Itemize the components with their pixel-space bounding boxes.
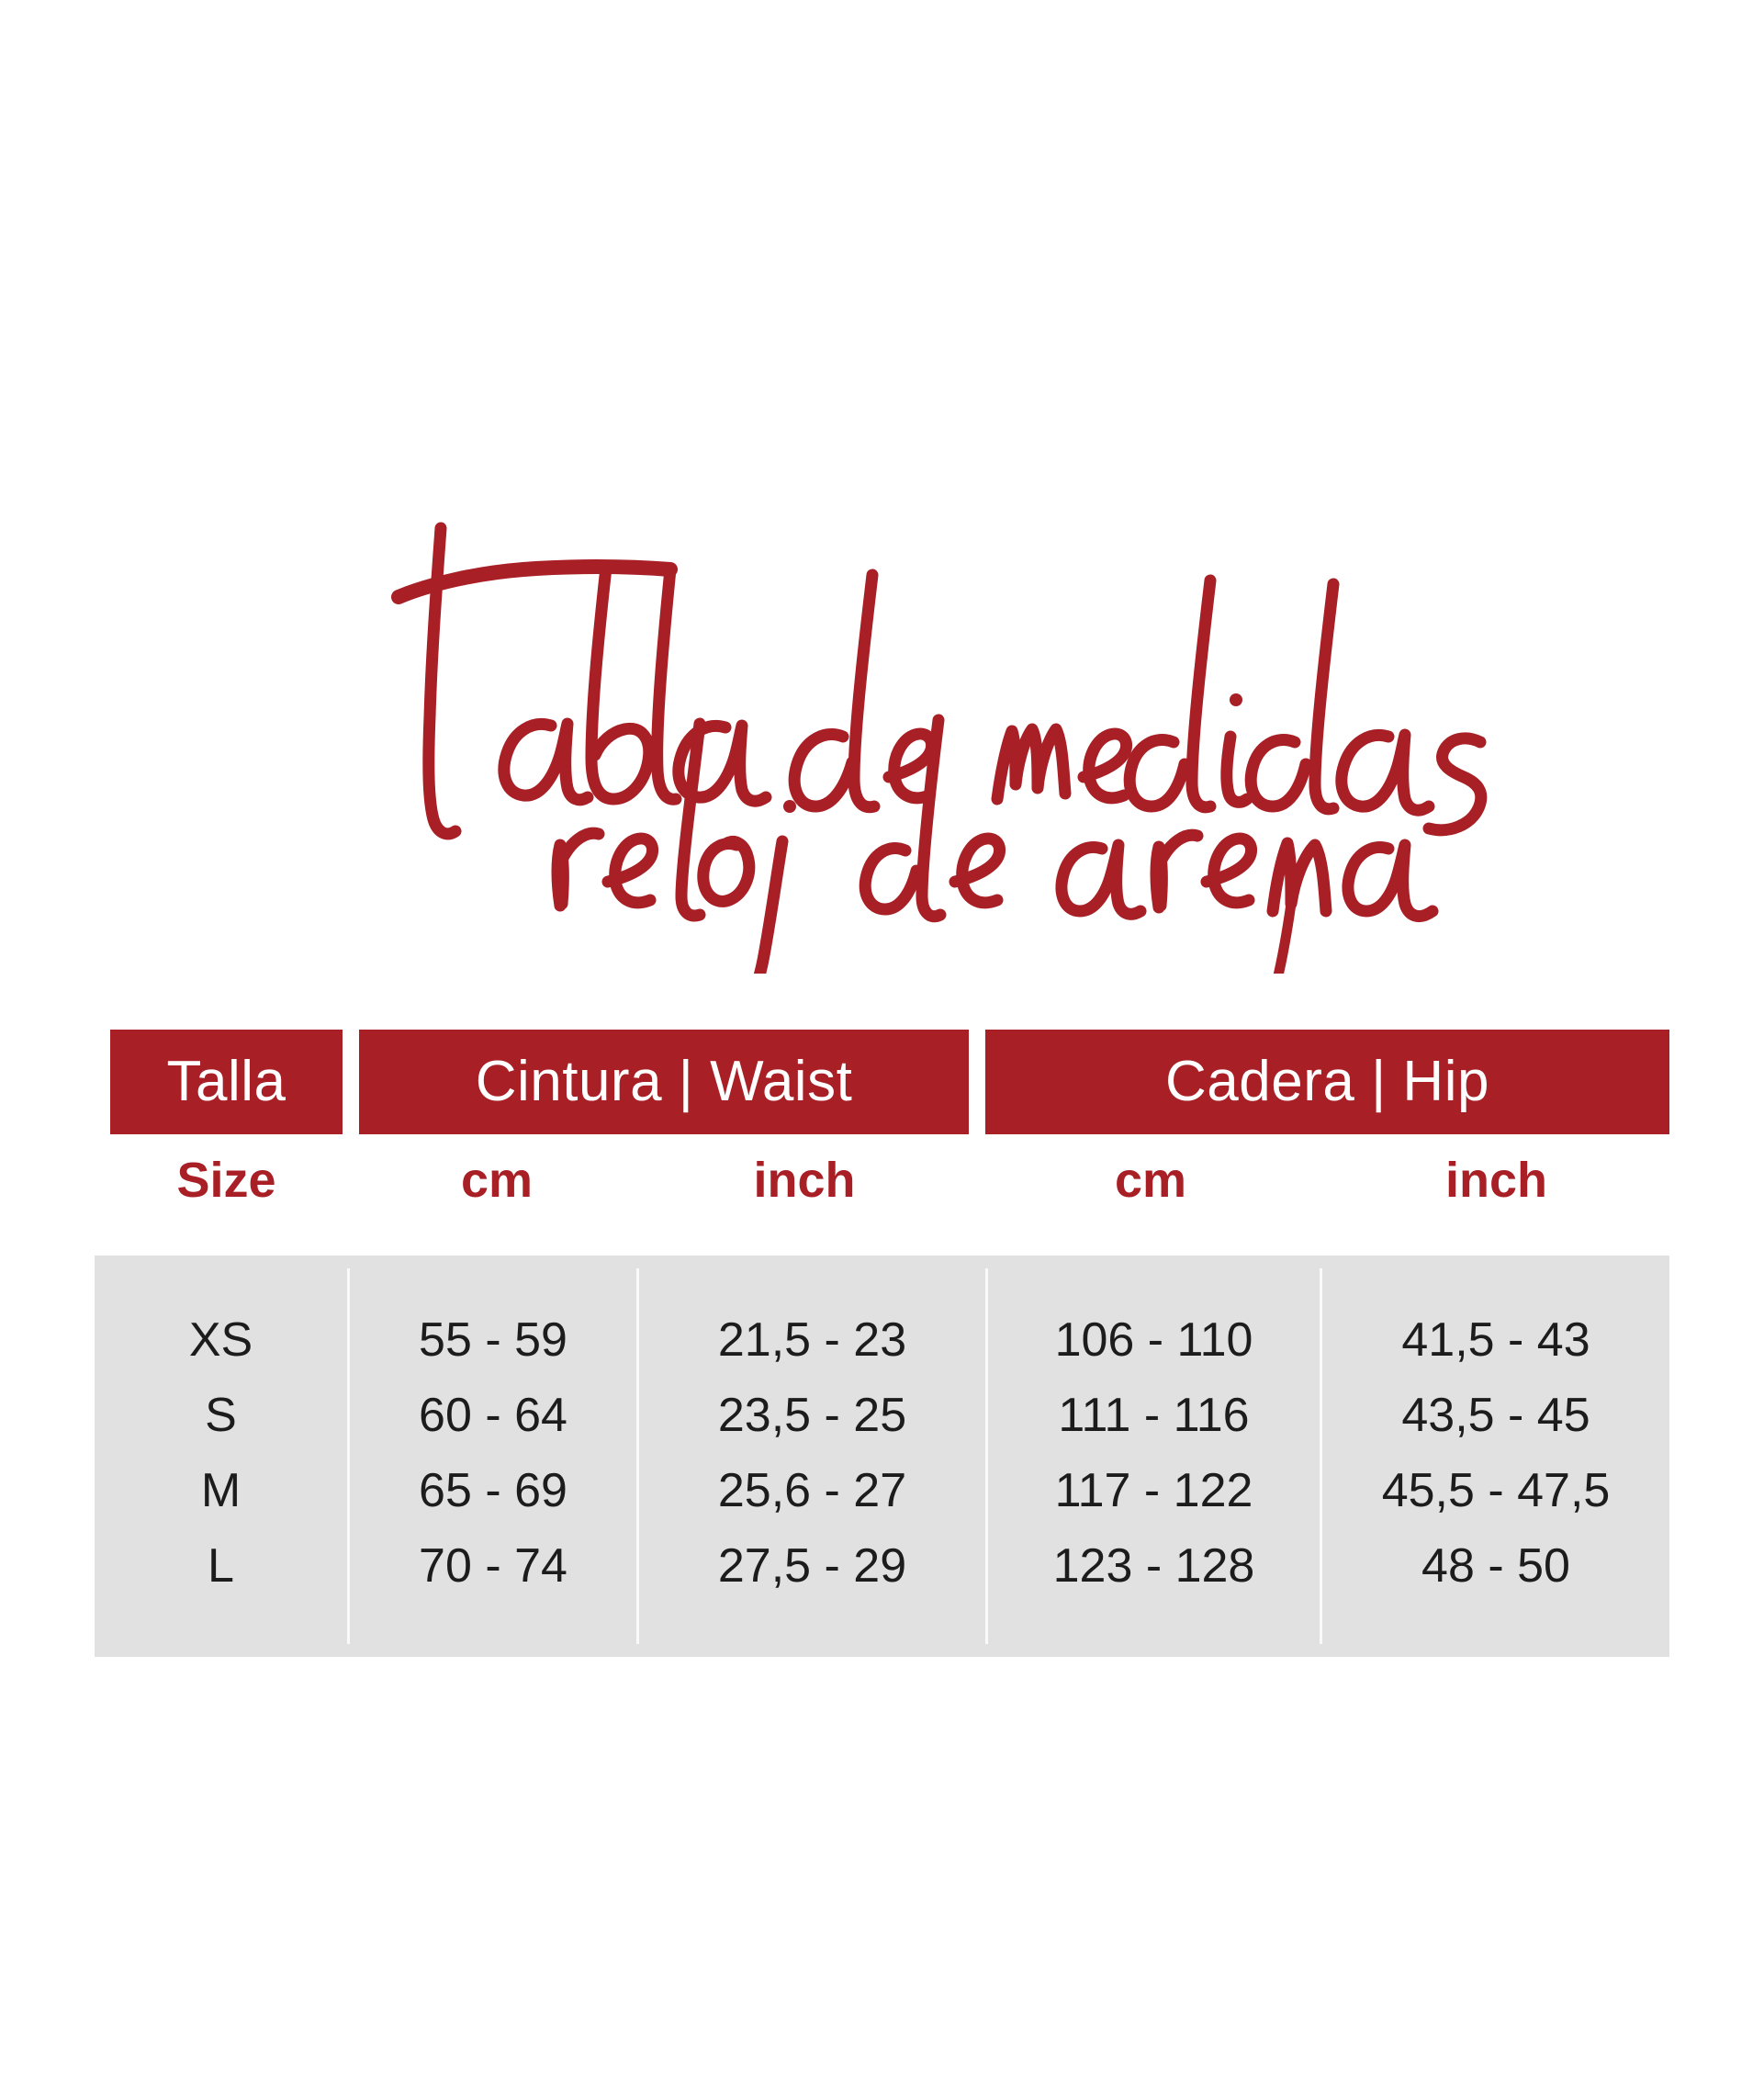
cell-waist-cm: 60 - 64	[419, 1389, 567, 1442]
column-header-size: Size	[176, 1153, 276, 1208]
column-group-header-talla: Talla	[110, 1030, 343, 1134]
cell-hip-cm: 117 - 122	[1054, 1464, 1253, 1517]
column-divider	[636, 1268, 639, 1644]
column-group-header-cadera-hip: Cadera | Hip	[985, 1030, 1669, 1134]
cell-waist-inch: 23,5 - 25	[717, 1389, 907, 1442]
column-divider	[985, 1268, 988, 1644]
title-script-artwork	[391, 522, 1488, 974]
column-header-waist-inch: inch	[753, 1153, 856, 1208]
cell-size: L	[208, 1539, 234, 1593]
cell-waist-inch: 21,5 - 23	[717, 1313, 907, 1367]
column-divider	[347, 1268, 350, 1644]
measurements-table: XS 55 - 59 21,5 - 23 106 - 110 41,5 - 43…	[95, 1256, 1669, 1657]
page-title: Tabla de medidas reloj de arena	[0, 496, 1764, 974]
column-header-waist-cm: cm	[460, 1153, 534, 1208]
cell-waist-cm: 70 - 74	[419, 1539, 567, 1593]
cell-waist-cm: 65 - 69	[419, 1464, 567, 1517]
table-row: L 70 - 74 27,5 - 29 123 - 128 48 - 50	[95, 1535, 1669, 1597]
cell-waist-inch: 27,5 - 29	[717, 1539, 907, 1593]
cell-size: M	[200, 1464, 242, 1517]
column-header-hip-cm: cm	[1114, 1153, 1187, 1208]
cell-hip-inch: 41,5 - 43	[1401, 1313, 1590, 1367]
cell-hip-cm: 106 - 110	[1054, 1313, 1253, 1367]
cell-waist-inch: 25,6 - 27	[717, 1464, 907, 1517]
column-header-hip-inch: inch	[1444, 1153, 1547, 1208]
cell-hip-inch: 48 - 50	[1421, 1539, 1570, 1593]
cell-hip-cm: 111 - 116	[1058, 1389, 1250, 1442]
table-row: XS 55 - 59 21,5 - 23 106 - 110 41,5 - 43	[95, 1309, 1669, 1371]
cell-hip-cm: 123 - 128	[1052, 1539, 1255, 1593]
cell-size: XS	[188, 1313, 253, 1367]
table-row: M 65 - 69 25,6 - 27 117 - 122 45,5 - 47,…	[95, 1459, 1669, 1522]
cell-hip-inch: 45,5 - 47,5	[1381, 1464, 1611, 1517]
column-divider	[1320, 1268, 1322, 1644]
cell-size: S	[205, 1389, 237, 1442]
cell-hip-inch: 43,5 - 45	[1401, 1389, 1590, 1442]
cell-waist-cm: 55 - 59	[419, 1313, 567, 1367]
column-group-header-cintura-waist: Cintura | Waist	[359, 1030, 969, 1134]
table-row: S 60 - 64 23,5 - 25 111 - 116 43,5 - 45	[95, 1384, 1669, 1447]
